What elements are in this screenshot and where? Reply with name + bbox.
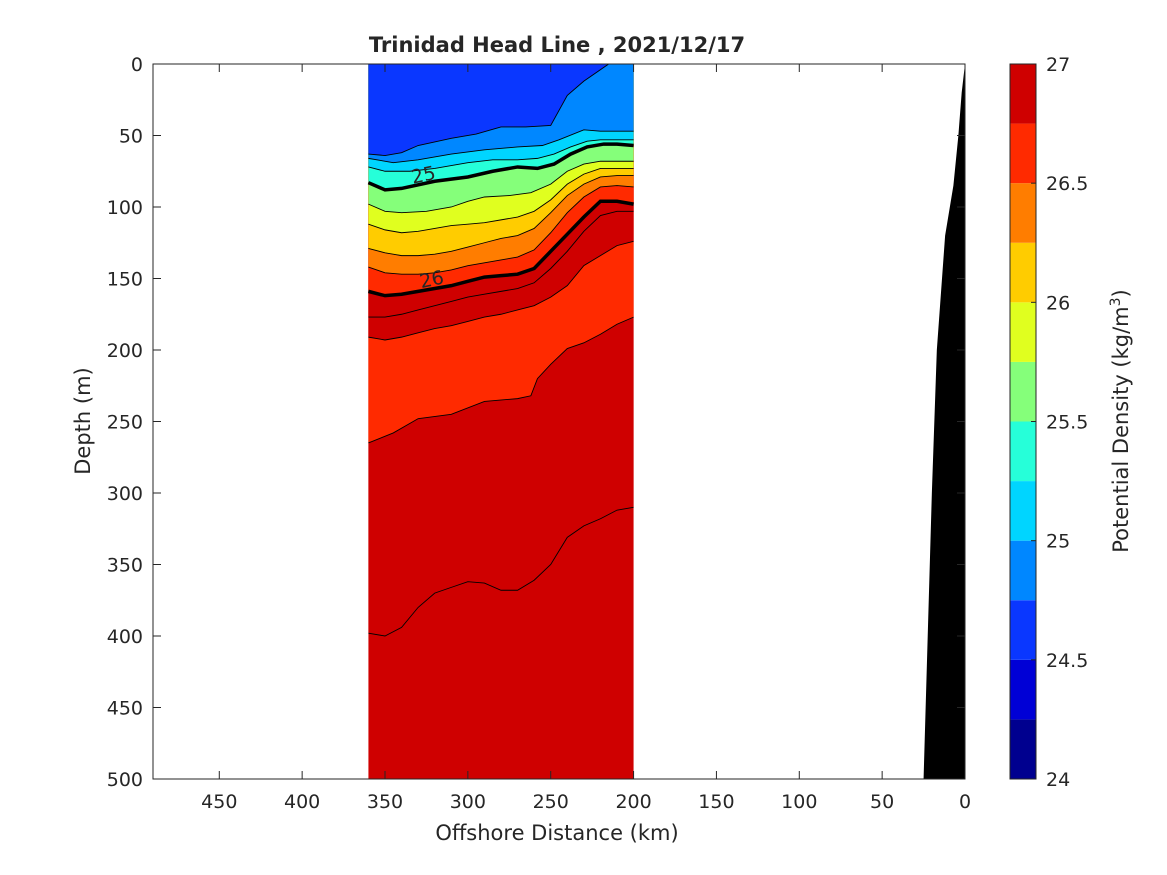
- density-band-24.5: [368, 64, 634, 156]
- x-tick-label: 100: [781, 791, 817, 813]
- plot-area: 25 26: [367, 63, 965, 779]
- contour-line-25.75: [368, 167, 634, 234]
- colorbar-swatch: [1010, 302, 1036, 362]
- colorbar-swatch: [1010, 540, 1036, 601]
- colorbar-tick-label: 24.5: [1046, 650, 1088, 672]
- colorbar-swatch: [1010, 183, 1036, 243]
- contour-line-27: [368, 240, 634, 341]
- contour-line-26: [368, 175, 634, 257]
- colorbar-tick-label: 25.5: [1046, 412, 1088, 434]
- colorbar-tick-label: 26: [1046, 292, 1070, 314]
- colorbar-swatch: [1010, 123, 1036, 184]
- colorbar-swatch: [1010, 600, 1036, 660]
- contour-line-25.5: [368, 160, 634, 214]
- y-tick-label: 50: [119, 126, 143, 148]
- contour-line-26.75: [368, 210, 634, 318]
- x-tick-label: 150: [698, 791, 734, 813]
- contour-label-25: 25: [409, 162, 437, 189]
- contour-label-26: 26: [418, 267, 446, 294]
- y-tick-label: 0: [131, 54, 143, 76]
- chart-title: Trinidad Head Line , 2021/12/17: [369, 33, 745, 57]
- colorbar-swatch: [1010, 64, 1036, 124]
- contour-line-24.75: [368, 129, 634, 164]
- x-tick-label: 350: [367, 791, 403, 813]
- y-tick-label: 150: [107, 269, 143, 291]
- y-tick-label: 250: [107, 412, 143, 434]
- y-tick-label: 350: [107, 555, 143, 577]
- y-tick-label: 450: [107, 698, 143, 720]
- x-tick-label: 0: [959, 791, 971, 813]
- y-axis-label: Depth (m): [71, 367, 95, 474]
- colorbar-swatch: [1010, 421, 1036, 482]
- colorbar-swatch: [1010, 242, 1036, 303]
- colorbar-label: Potential Density (kg/m3): [1108, 289, 1133, 553]
- colorbar-tick-label: 25: [1046, 531, 1070, 553]
- colorbar-swatch: [1010, 659, 1036, 720]
- y-tick-label: 400: [107, 626, 143, 648]
- colorbar-tick-label: 24: [1046, 769, 1070, 791]
- x-tick-label: 400: [284, 791, 320, 813]
- x-tick-label: 250: [533, 791, 569, 813]
- y-tick-label: 200: [107, 340, 143, 362]
- contour-line-24.5: [368, 63, 634, 156]
- y-tick-label: 500: [107, 769, 143, 791]
- y-tick-label: 300: [107, 483, 143, 505]
- x-tick-label: 200: [615, 791, 651, 813]
- colorbar-label-main: Potential Density (kg/m: [1109, 306, 1133, 552]
- colorbar-swatch: [1010, 361, 1036, 422]
- contour-line-26.25: [368, 185, 634, 275]
- colorbar: 24 24.5 25 25.5 26 26.5 27: [1009, 54, 1088, 791]
- colorbar-tick-label: 27: [1046, 54, 1070, 76]
- isopycnal-line-26.25: [367, 199, 634, 298]
- x-tick-label: 50: [870, 791, 894, 813]
- contour-line-25: [368, 139, 634, 172]
- colorbar-label-superscript: 3: [1108, 297, 1124, 306]
- x-tick-label: 450: [201, 791, 237, 813]
- bathymetry-shape: [923, 64, 965, 779]
- axes: 450 400 350 300 250 200 150 100 50 00501001502002…: [107, 54, 971, 813]
- x-tick-label: 300: [450, 791, 486, 813]
- colorbar-label-end: ): [1109, 289, 1133, 297]
- isopycnal-line-25.75: [367, 142, 634, 192]
- x-axis-label: Offshore Distance (km): [435, 821, 678, 845]
- contour-line-26.5: [368, 316, 634, 444]
- colorbar-swatch: [1010, 481, 1036, 541]
- colorbar-tick-label: 26.5: [1046, 173, 1088, 195]
- contour-line-26.75: [368, 506, 634, 637]
- y-tick-label: 100: [107, 197, 143, 219]
- colorbar-swatch: [1010, 719, 1036, 779]
